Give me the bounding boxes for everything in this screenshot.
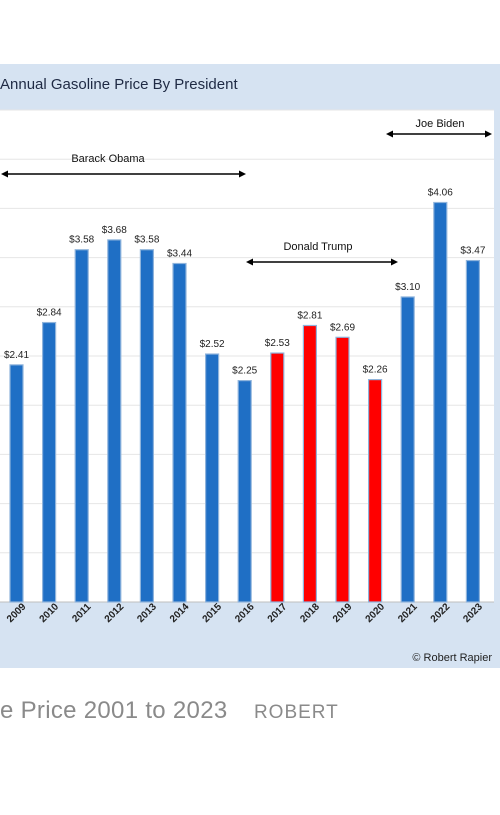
bars bbox=[9, 201, 480, 603]
chart-figure: Annual Gasoline Price By President $2.41… bbox=[0, 64, 500, 668]
bar-2009 bbox=[9, 364, 24, 603]
x-tick-labels: 2009 2010 2011 2012 2013 2014 2015 2016 2017 2018… bbox=[5, 601, 485, 625]
value-label-2018: $2.81 bbox=[297, 310, 322, 321]
x-tick-2019: 2019 bbox=[331, 601, 355, 625]
x-tick-2013: 2013 bbox=[135, 601, 159, 625]
x-tick-2018: 2018 bbox=[298, 601, 322, 625]
arrowhead-right-icon bbox=[391, 258, 398, 266]
x-tick-2022: 2022 bbox=[429, 601, 453, 625]
value-label-2013: $3.58 bbox=[134, 235, 159, 246]
bar-2022 bbox=[433, 201, 448, 603]
x-tick-2021: 2021 bbox=[396, 601, 420, 625]
bar-2013 bbox=[139, 249, 154, 603]
value-label-2017: $2.53 bbox=[265, 338, 290, 349]
arrowhead-right-icon bbox=[239, 170, 246, 178]
bar-2016 bbox=[237, 380, 252, 603]
value-label-2021: $3.10 bbox=[395, 282, 420, 293]
value-label-2022: $4.06 bbox=[428, 187, 453, 198]
x-tick-2023: 2023 bbox=[461, 601, 485, 625]
caption-credit: ROBERT bbox=[253, 702, 339, 723]
value-label-2015: $2.52 bbox=[200, 339, 225, 350]
bar-2021 bbox=[400, 296, 415, 603]
x-tick-2020: 2020 bbox=[364, 601, 388, 625]
caption-text: e Price 2001 to 2023 bbox=[0, 697, 228, 724]
value-label-2010: $2.84 bbox=[37, 308, 62, 319]
x-tick-2014: 2014 bbox=[168, 601, 192, 625]
x-tick-2010: 2010 bbox=[38, 601, 62, 625]
bar-chart-plot: $2.41 $2.84 $3.58 $3.68 $3.58 $3.44 $2.52 $2.25… bbox=[0, 109, 494, 625]
x-tick-2012: 2012 bbox=[103, 601, 127, 625]
bar-2011 bbox=[74, 249, 89, 603]
value-label-2009: $2.41 bbox=[4, 350, 29, 361]
image-caption: e Price 2001 to 2023 ROBERT bbox=[0, 697, 500, 729]
bar-2014 bbox=[172, 262, 187, 603]
copyright-watermark: © Robert Rapier bbox=[412, 652, 492, 664]
value-label-2014: $3.44 bbox=[167, 249, 192, 260]
x-tick-2015: 2015 bbox=[201, 601, 225, 625]
x-tick-2009: 2009 bbox=[5, 601, 29, 625]
annotation-label-2: Joe Biden bbox=[416, 118, 465, 130]
chart-title: Annual Gasoline Price By President bbox=[0, 76, 238, 93]
arrowhead-left-icon bbox=[386, 130, 393, 138]
bar-2020 bbox=[368, 379, 383, 603]
value-label-2012: $3.68 bbox=[102, 225, 127, 236]
arrowhead-left-icon bbox=[1, 170, 8, 178]
bar-2019 bbox=[335, 336, 350, 603]
bar-2018 bbox=[302, 324, 317, 603]
bar-2023 bbox=[465, 259, 480, 603]
arrowhead-left-icon bbox=[246, 258, 253, 266]
bar-2010 bbox=[41, 321, 57, 603]
value-label-2023: $3.47 bbox=[460, 246, 485, 257]
annotation-label-0: Barack Obama bbox=[71, 153, 145, 165]
president-annotations: Barack Obama Donald Trump Joe Biden bbox=[1, 118, 492, 266]
value-label-2016: $2.25 bbox=[232, 366, 257, 377]
bar-2017 bbox=[270, 352, 285, 603]
x-tick-2017: 2017 bbox=[266, 601, 290, 625]
arrowhead-right-icon bbox=[485, 130, 492, 138]
bar-2015 bbox=[205, 353, 220, 603]
bar-2012 bbox=[107, 239, 122, 603]
value-labels: $2.41 $2.84 $3.58 $3.68 $3.58 $3.44 $2.52 $2.25… bbox=[4, 187, 486, 376]
x-tick-2011: 2011 bbox=[70, 601, 93, 624]
value-label-2020: $2.26 bbox=[363, 365, 388, 376]
value-label-2019: $2.69 bbox=[330, 322, 355, 333]
top-whitespace bbox=[0, 0, 500, 64]
value-label-2011: $3.58 bbox=[69, 235, 94, 246]
annotation-label-1: Donald Trump bbox=[283, 241, 352, 253]
x-tick-2016: 2016 bbox=[233, 601, 257, 625]
